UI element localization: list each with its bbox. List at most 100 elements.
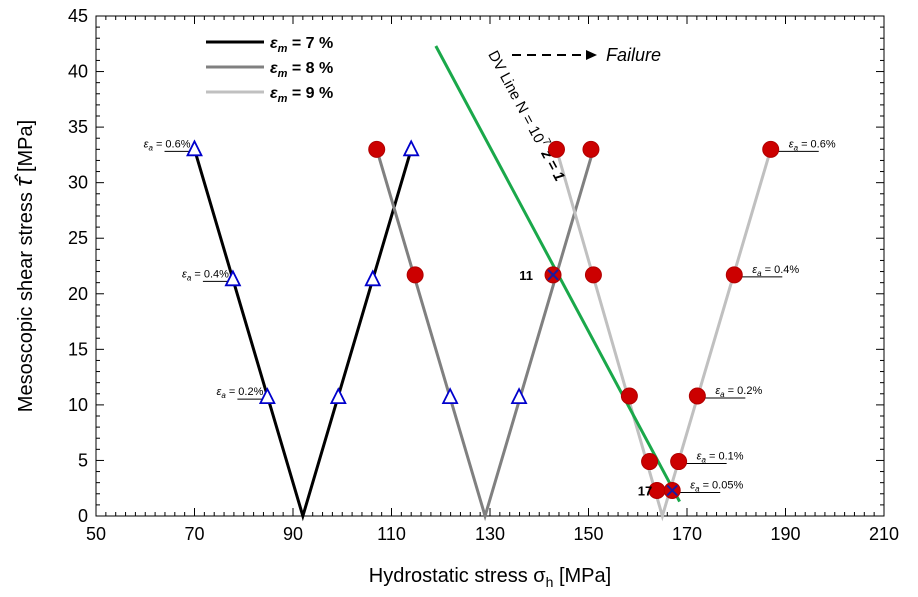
x-tick-label: 210 [869, 524, 899, 544]
y-tick-label: 10 [68, 395, 88, 415]
strain-annotation-symbol: ε [752, 264, 757, 276]
failure-cross [666, 484, 678, 497]
failure-point-label: 11 [519, 268, 533, 283]
strain-annotation-sub: a [187, 273, 192, 282]
y-tick-label: 15 [68, 339, 88, 359]
x-axis-title: Hydrostatic stress σh [MPa] [369, 565, 611, 590]
strain-annotation-value: = 0.05% [700, 479, 744, 491]
strain-annotation: εa = 0.4% [182, 268, 229, 282]
x-tick-label: 50 [86, 524, 106, 544]
strain-annotation-symbol: ε [697, 451, 702, 463]
strain-annotation-value: = 0.4% [762, 264, 800, 276]
triangle-marker [402, 139, 420, 157]
circle-marker [547, 140, 565, 158]
x-tick-label: 130 [475, 524, 505, 544]
strain-annotation-sub: a [148, 143, 153, 152]
dv-line-label-exp: 7 [540, 137, 553, 148]
x-axis-title-text: Hydrostatic stress [369, 565, 533, 587]
x-tick-label: 170 [672, 524, 702, 544]
strain-annotation-value: = 0.6% [798, 138, 836, 150]
strain-annotation: εa = 0.1% [697, 451, 744, 465]
strain-annotation-value: = 0.6% [153, 138, 191, 150]
y-tick-label: 0 [78, 506, 88, 526]
y-tick-label: 40 [68, 62, 88, 82]
strain-annotation-symbol: ε [144, 138, 149, 150]
circle-marker [670, 453, 688, 471]
y-axis-title-unit: [MPa] [15, 120, 37, 178]
strain-annotation-value: = 0.2% [226, 386, 264, 398]
x-tick-label: 150 [573, 524, 603, 544]
strain-annotation: εa = 0.4% [752, 264, 799, 278]
strain-annotation: εa = 0.2% [216, 386, 263, 400]
circle-marker [582, 140, 600, 158]
legend-label: εm = 8 % [270, 60, 333, 80]
legend-label-value: = 9 % [287, 85, 333, 102]
legend-label-sub: m [278, 43, 288, 55]
strain-annotation-symbol: ε [715, 385, 720, 397]
strain-annotation-sub: a [221, 391, 226, 400]
x-axis-title-sub: h [546, 574, 554, 590]
triangle-marker [510, 387, 528, 405]
y-tick-label: 45 [68, 6, 88, 26]
strain-annotation-value: = 0.4% [191, 268, 229, 280]
failure-legend-label: Failure [606, 45, 661, 65]
strain-annotation-symbol: ε [216, 386, 221, 398]
circle-marker [584, 266, 602, 284]
legend-label: εm = 9 % [270, 85, 333, 105]
legend-label: εm = 7 % [270, 35, 333, 55]
legend-label-sub: m [278, 93, 288, 105]
strain-annotation: εa = 0.6% [789, 138, 836, 152]
x-tick-label: 90 [283, 524, 303, 544]
strain-annotation-value: = 0.1% [706, 451, 744, 463]
circle-marker [762, 140, 780, 158]
strain-annotation-symbol: ε [789, 138, 794, 150]
legend-label-value: = 7 % [287, 35, 333, 52]
strain-annotation-sub: a [794, 143, 799, 152]
triangle-marker [441, 387, 459, 405]
legend-label-symbol: ε [270, 35, 278, 52]
triangle-marker [364, 269, 382, 287]
triangle-marker [258, 387, 276, 405]
y-tick-label: 20 [68, 284, 88, 304]
x-axis-title-unit: [MPa] [553, 565, 611, 587]
failure-point-label: 17 [638, 483, 652, 498]
x-tick-label: 190 [770, 524, 800, 544]
legend-label-symbol: ε [270, 85, 278, 102]
circle-marker [620, 387, 638, 405]
x-axis-title-symbol: σ [533, 565, 546, 587]
y-axis-title-text: Mesoscopic shear stress [15, 187, 37, 413]
strain-annotation-sub: a [720, 390, 725, 399]
circle-marker [406, 266, 424, 284]
legend-label-symbol: ε [270, 60, 278, 77]
legend-label-sub: m [278, 68, 288, 80]
circle-marker [641, 453, 659, 471]
y-tick-label: 30 [68, 173, 88, 193]
triangle-marker [224, 269, 242, 287]
circle-marker [725, 266, 743, 284]
circle-marker [368, 140, 386, 158]
y-axis-title: Mesoscopic shear stress τ̂ [MPa] [11, 120, 38, 412]
strain-annotation-sub: a [701, 456, 706, 465]
strain-annotation: εa = 0.6% [144, 138, 191, 152]
y-tick-label: 5 [78, 450, 88, 470]
series-line [193, 148, 413, 522]
triangle-marker [329, 387, 347, 405]
x-tick-label: 110 [377, 524, 406, 544]
failure-cross [547, 269, 559, 281]
strain-annotation-symbol: ε [182, 268, 187, 280]
y-tick-label: 35 [68, 117, 88, 137]
legend-label-value: = 8 % [287, 60, 333, 77]
dv-line-label-text: DV Line N = 10 [484, 48, 547, 146]
strain-annotation-value: = 0.2% [725, 385, 763, 397]
x-tick-label: 70 [184, 524, 204, 544]
strain-annotation: εa = 0.2% [715, 385, 762, 399]
strain-annotation-sub: a [695, 484, 700, 493]
circle-marker [688, 387, 706, 405]
series-line [375, 148, 595, 522]
strain-annotation: εa = 0.05% [690, 479, 743, 493]
failure-legend-arrowhead [586, 50, 597, 60]
strain-annotation-sub: a [757, 269, 762, 278]
strain-annotation-symbol: ε [690, 479, 695, 491]
triangle-marker [186, 139, 203, 157]
